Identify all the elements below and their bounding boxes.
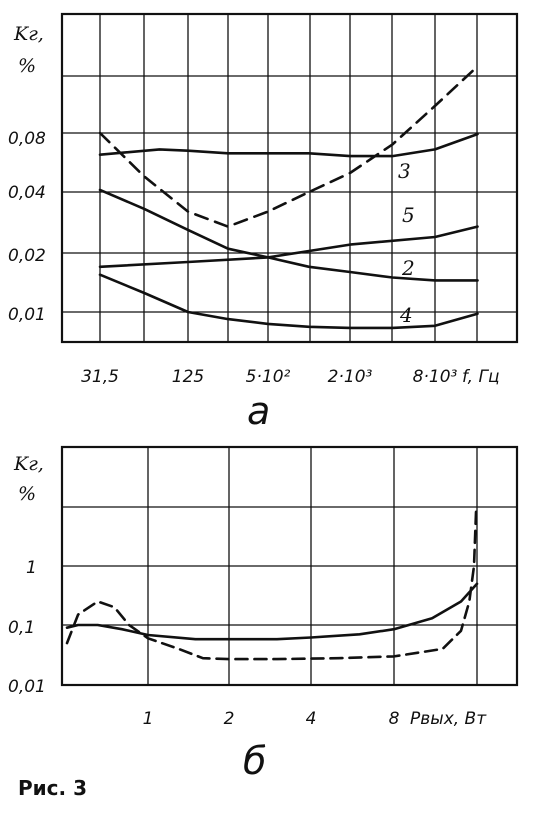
panel-b-x-tick-label: 4 bbox=[306, 709, 317, 729]
panel-a-series-dashed-line bbox=[98, 65, 479, 228]
figure-caption: Рис. 3 bbox=[18, 776, 87, 800]
panel-b-chart: 1 2 4 8 1 0,1 0,01 Kг,% Pвых, Вт б bbox=[8, 445, 519, 783]
panel-a-curve-label-5: 5 bbox=[402, 203, 415, 227]
panel-a-series bbox=[98, 65, 479, 330]
panel-a-x-tick-label: 2·10³ bbox=[328, 367, 373, 387]
panel-b-ylabel: Kг,% bbox=[13, 453, 44, 505]
panel-a-series-3-line bbox=[98, 132, 479, 158]
panel-a-curve-label-4: 4 bbox=[399, 303, 413, 327]
panel-b-x-tick-label: 2 bbox=[224, 709, 235, 729]
panel-a-ylabel: Kг,% bbox=[13, 23, 44, 77]
panel-b-y-tick-label: 1 bbox=[26, 558, 37, 578]
panel-b-y-tick-label: 0,01 bbox=[8, 677, 46, 697]
panel-a-x-tick-label: 5·10² bbox=[246, 367, 291, 387]
panel-b-series-dashed-line bbox=[65, 505, 478, 661]
panel-a-y-tick-label: 0,04 bbox=[8, 183, 46, 203]
panel-a-tick-labels: 31,5 125 5·10² 2·10³ 8·10³ 0,08 0,04 0,02 0,01 bbox=[8, 129, 458, 387]
panel-a-grid bbox=[60, 12, 519, 344]
panel-a-x-tick-label: 8·10³ bbox=[413, 367, 458, 387]
panel-b-series-solid-line bbox=[65, 582, 479, 641]
panel-a-x-tick-label: 31,5 bbox=[81, 367, 119, 387]
panel-a-x-tick-label: 125 bbox=[172, 367, 204, 387]
panel-a-letter: а bbox=[247, 389, 270, 433]
panel-b-grid bbox=[60, 445, 519, 687]
panel-a-y-tick-label: 0,08 bbox=[8, 129, 46, 149]
panel-b-y-tick-label: 0,1 bbox=[8, 618, 35, 638]
panel-a-curve-label-2: 2 bbox=[401, 256, 415, 280]
panel-a-series-5-line bbox=[98, 188, 479, 282]
panel-a-series-4-line bbox=[98, 273, 479, 330]
panel-b-xlabel: Pвых, Вт bbox=[410, 709, 487, 729]
panel-b-tick-labels: 1 2 4 8 1 0,1 0,01 bbox=[8, 558, 400, 729]
panel-a-y-tick-label: 0,02 bbox=[8, 246, 46, 266]
panel-a-chart: 31,5 125 5·10² 2·10³ 8·10³ 0,08 0,04 0,02 0,01 K… bbox=[8, 12, 519, 433]
panel-b-series bbox=[65, 505, 479, 661]
panel-a-series-2-line bbox=[98, 225, 479, 269]
panel-a-curve-label-3: 3 bbox=[398, 159, 411, 183]
panel-a-curve-labels: 3 5 2 4 bbox=[398, 159, 415, 327]
panel-a-xlabel: f, Гц bbox=[462, 367, 500, 387]
panel-b-letter: б bbox=[243, 739, 266, 783]
panel-a-y-tick-label: 0,01 bbox=[8, 305, 46, 325]
panel-a-frame bbox=[60, 12, 519, 344]
panel-b-x-tick-label: 8 bbox=[389, 709, 400, 729]
panel-b-x-tick-label: 1 bbox=[143, 709, 154, 729]
